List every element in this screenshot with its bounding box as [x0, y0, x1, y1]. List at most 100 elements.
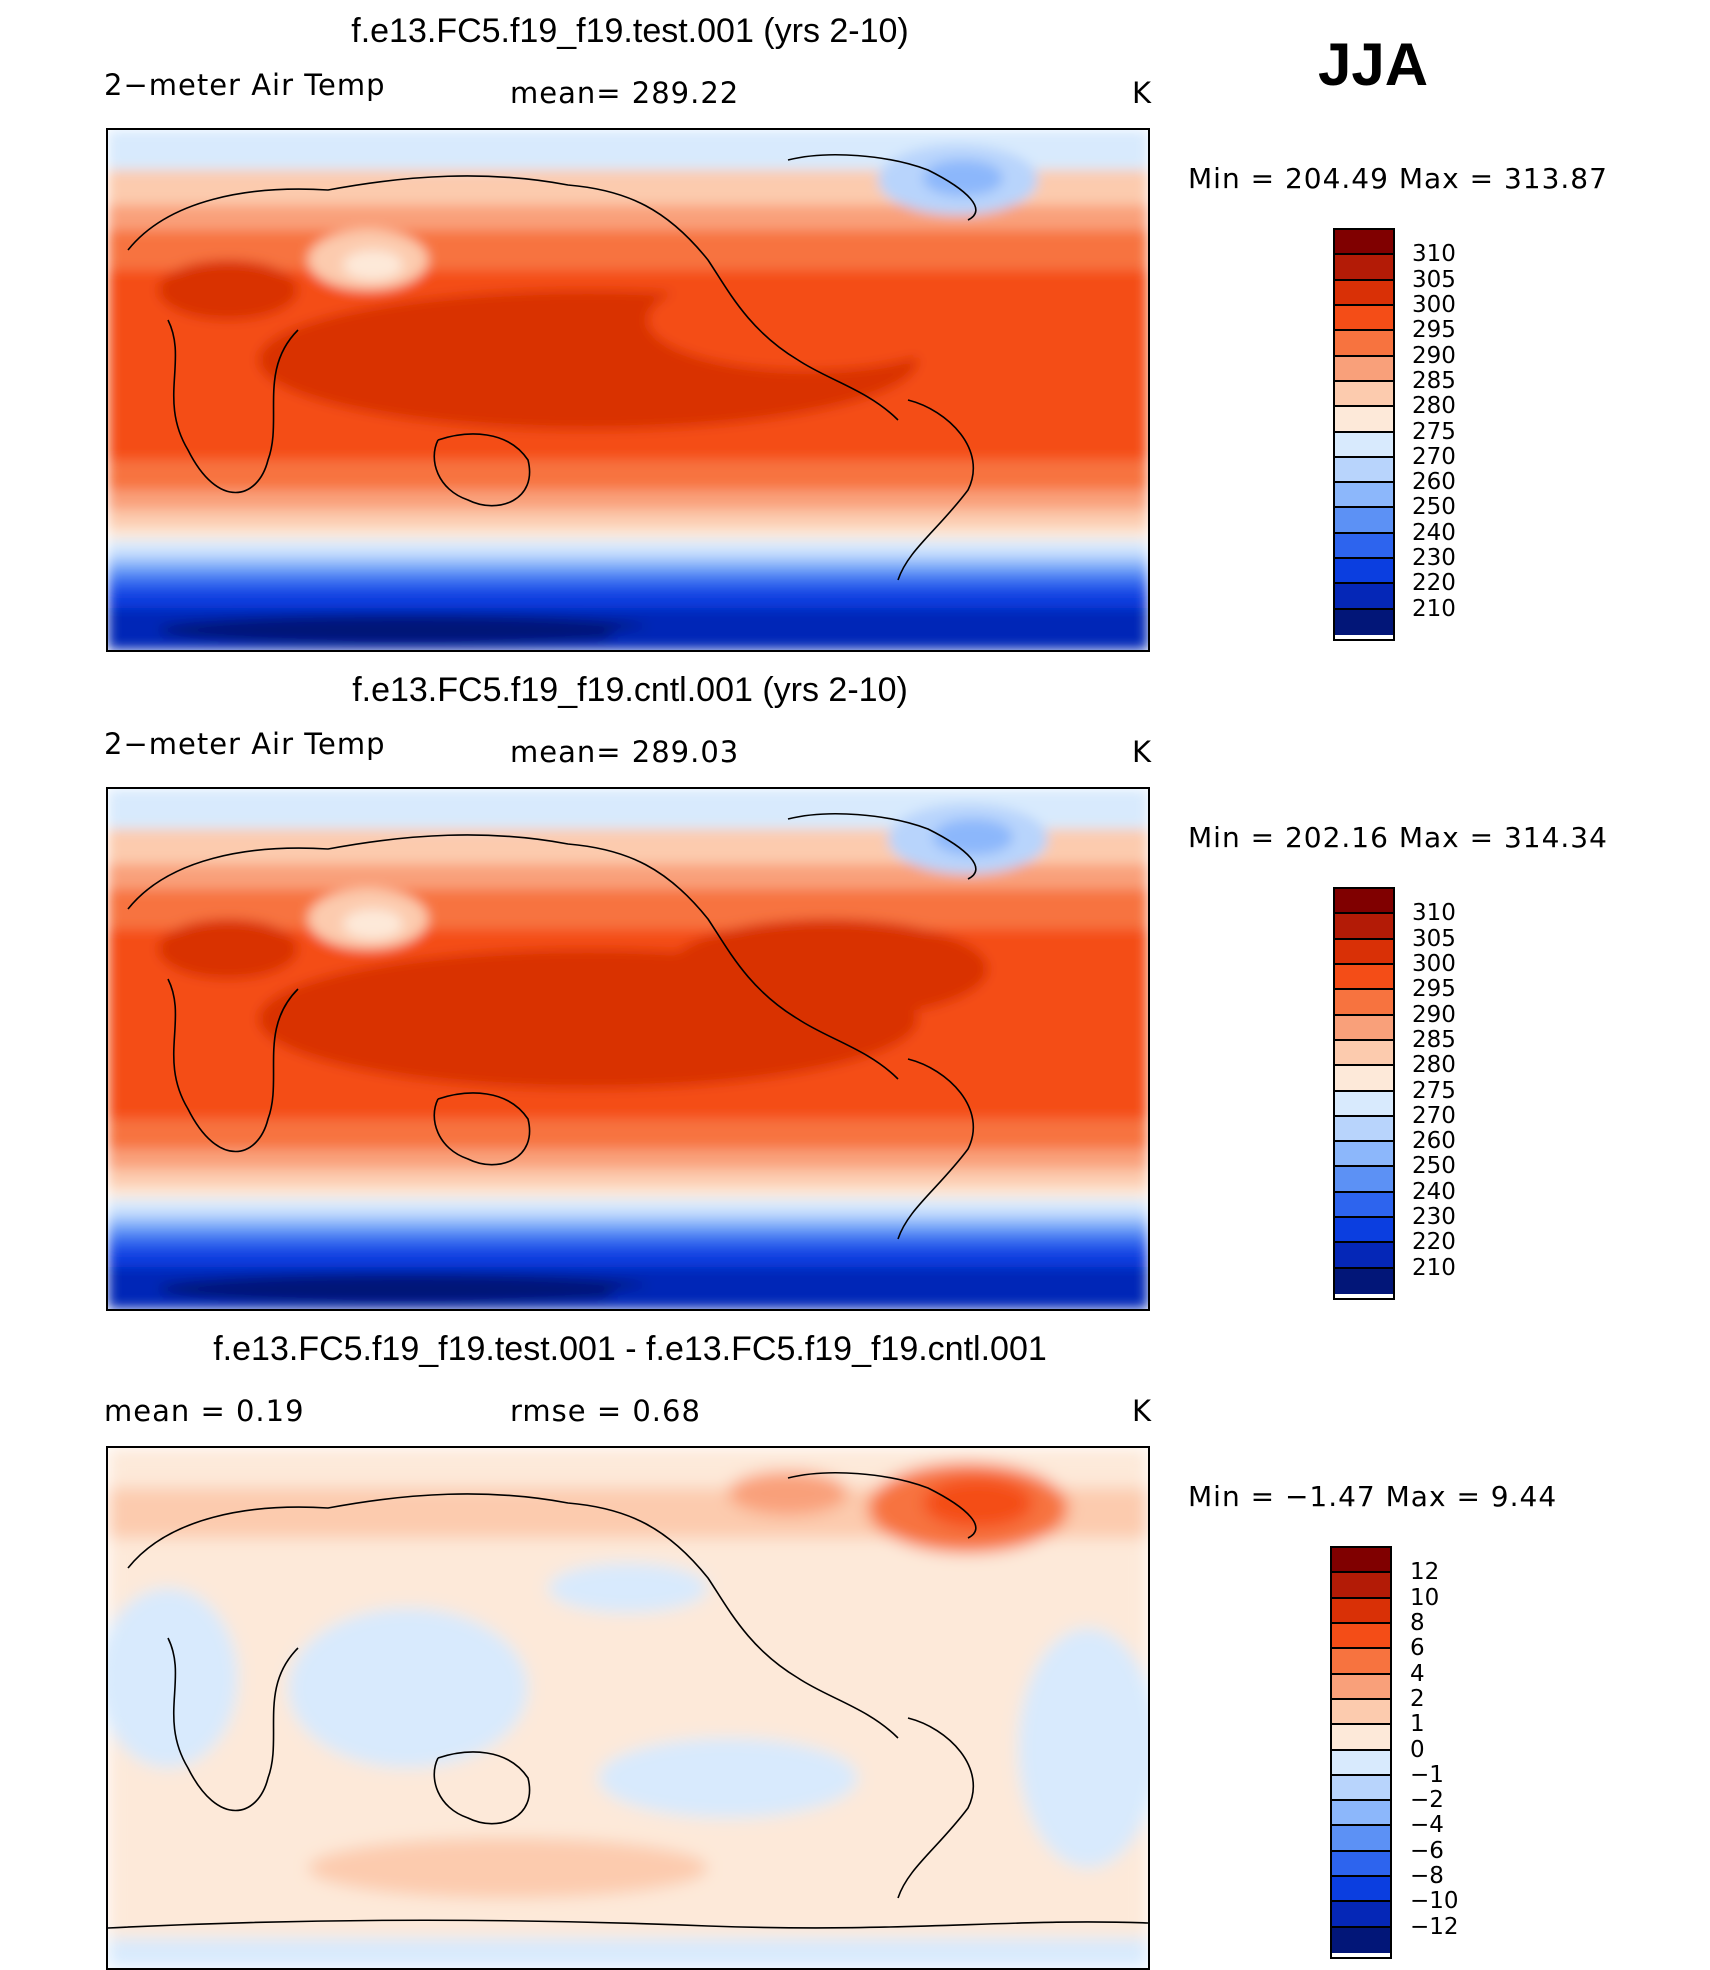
- panel-3-title: f.e13.FC5.f19_f19.test.001 - f.e13.FC5.f…: [213, 1330, 1047, 1368]
- colorbar-2-tick-label: 270: [1412, 1102, 1456, 1129]
- panel-1-colorbar: [1333, 228, 1395, 641]
- colorbar-1-segment: [1335, 559, 1393, 585]
- colorbar-2-segment: [1335, 1091, 1393, 1117]
- colorbar-1-tick-label: 305: [1412, 266, 1456, 293]
- colorbar-2-segment: [1335, 964, 1393, 991]
- panel-2-units: K: [1132, 735, 1153, 769]
- colorbar-2-tick-label: 285: [1412, 1026, 1456, 1053]
- colorbar-2-tick-label: 240: [1412, 1178, 1456, 1205]
- colorbar-3-segment: [1332, 1623, 1390, 1650]
- colorbar-2-segment: [1335, 1167, 1393, 1193]
- colorbar-3-segment: [1332, 1548, 1390, 1574]
- colorbar-2-segment: [1335, 1243, 1393, 1269]
- colorbar-1-tick-label: 250: [1412, 494, 1456, 521]
- colorbar-1-segment: [1335, 432, 1393, 458]
- colorbar-1-tick-label: 290: [1412, 342, 1456, 369]
- panel-3-map: [106, 1446, 1150, 1970]
- colorbar-2-segment: [1335, 1268, 1393, 1294]
- colorbar-3-segment: [1332, 1598, 1390, 1624]
- colorbar-3-segment: [1332, 1725, 1390, 1751]
- colorbar-1-tick-label: 240: [1412, 519, 1456, 546]
- colorbar-3-tick-label: 2: [1410, 1685, 1425, 1712]
- colorbar-1-segment: [1335, 609, 1393, 635]
- colorbar-1-segment: [1335, 280, 1393, 306]
- panel-3-minmax: Min = −1.47 Max = 9.44: [1188, 1480, 1558, 1513]
- panel-2-colorbar: [1333, 887, 1395, 1300]
- colorbar-2-tick-label: 295: [1412, 976, 1456, 1003]
- colorbar-1-segment: [1335, 457, 1393, 484]
- colorbar-1-segment: [1335, 356, 1393, 382]
- colorbar-2-tick-label: 310: [1412, 900, 1456, 927]
- panel-2-map-svg: [108, 789, 1148, 1309]
- colorbar-2-segment: [1335, 914, 1393, 940]
- colorbar-3-tick-label: −10: [1410, 1888, 1459, 1915]
- panel-2-minmax: Min = 202.16 Max = 314.34: [1188, 821, 1608, 854]
- colorbar-2-tick-label: 300: [1412, 950, 1456, 977]
- colorbar-1-segment: [1335, 230, 1393, 256]
- colorbar-1-segment: [1335, 381, 1393, 408]
- colorbar-1-tick-label: 210: [1412, 595, 1456, 622]
- colorbar-2-segment: [1335, 1015, 1393, 1041]
- colorbar-3-segment: [1332, 1877, 1390, 1903]
- colorbar-2-tick-label: 275: [1412, 1077, 1456, 1104]
- panel-2-title: f.e13.FC5.f19_f19.cntl.001 (yrs 2-10): [352, 671, 908, 709]
- colorbar-1-segment: [1335, 483, 1393, 509]
- colorbar-1-tick-label: 295: [1412, 317, 1456, 344]
- colorbar-1-segment: [1335, 533, 1393, 560]
- colorbar-3-tick-label: 6: [1410, 1635, 1425, 1662]
- colorbar-2-segment: [1335, 1116, 1393, 1143]
- colorbar-2-tick-label: 210: [1412, 1254, 1456, 1281]
- colorbar-1-tick-label: 285: [1412, 367, 1456, 394]
- panel-1-units: K: [1132, 76, 1153, 110]
- colorbar-3-segment: [1332, 1826, 1390, 1852]
- colorbar-3-tick-label: 10: [1410, 1584, 1440, 1611]
- colorbar-2-segment: [1335, 1218, 1393, 1244]
- colorbar-1-tick-label: 310: [1412, 241, 1456, 268]
- colorbar-1-segment: [1335, 255, 1393, 281]
- panel-3-units: K: [1132, 1394, 1153, 1428]
- panel-3-colorbar-labels: 12 10 8 6 4 2 1 0 −1 −2 −4 −6 −8 −10 −12: [1410, 1546, 1530, 1959]
- colorbar-2-segment: [1335, 1066, 1393, 1092]
- colorbar-1-segment: [1335, 331, 1393, 357]
- colorbar-3-tick-label: −12: [1410, 1913, 1459, 1940]
- colorbar-1-segment: [1335, 508, 1393, 534]
- colorbar-2-segment: [1335, 939, 1393, 965]
- panel-1-colorbar-labels: 310 305 300 295 290 285 280 275 270 260 250 240 230 2…: [1412, 228, 1532, 641]
- colorbar-3-segment: [1332, 1851, 1390, 1878]
- colorbar-3-segment: [1332, 1775, 1390, 1802]
- panel-3-rmse-label: rmse = 0.68: [510, 1394, 701, 1428]
- colorbar-3-tick-label: 8: [1410, 1609, 1425, 1636]
- panel-1-mean-label: mean= 289.22: [510, 76, 740, 110]
- colorbar-3-tick-label: 1: [1410, 1711, 1425, 1738]
- colorbar-2-segment: [1335, 889, 1393, 915]
- colorbar-3-tick-label: −6: [1410, 1837, 1444, 1864]
- colorbar-1-segment: [1335, 305, 1393, 332]
- colorbar-2-tick-label: 280: [1412, 1052, 1456, 1079]
- colorbar-1-tick-label: 230: [1412, 545, 1456, 572]
- colorbar-3-tick-label: −1: [1410, 1761, 1444, 1788]
- season-label: JJA: [1318, 31, 1429, 98]
- panel-1-variable-label: 2−meter Air Temp: [104, 68, 386, 102]
- colorbar-2-tick-label: 220: [1412, 1229, 1456, 1256]
- colorbar-3-tick-label: −2: [1410, 1787, 1444, 1814]
- panel-3-map-svg: [108, 1448, 1148, 1968]
- panel-3-colorbar: [1330, 1546, 1392, 1959]
- panel-3-mean-label: mean = 0.19: [104, 1394, 305, 1428]
- colorbar-2-segment: [1335, 1040, 1393, 1067]
- panel-1-minmax: Min = 204.49 Max = 313.87: [1188, 162, 1608, 195]
- colorbar-1-tick-label: 280: [1412, 393, 1456, 420]
- colorbar-3-segment: [1332, 1750, 1390, 1776]
- colorbar-1-tick-label: 220: [1412, 570, 1456, 597]
- colorbar-2-tick-label: 250: [1412, 1153, 1456, 1180]
- colorbar-1-segment: [1335, 584, 1393, 610]
- colorbar-3-tick-label: 0: [1410, 1736, 1425, 1763]
- colorbar-2-tick-label: 260: [1412, 1128, 1456, 1155]
- panel-2-variable-label: 2−meter Air Temp: [104, 727, 386, 761]
- panel-1-map: [106, 128, 1150, 652]
- colorbar-3-segment: [1332, 1927, 1390, 1953]
- colorbar-3-tick-label: 4: [1410, 1660, 1425, 1687]
- colorbar-3-tick-label: −4: [1410, 1812, 1444, 1839]
- colorbar-3-segment: [1332, 1699, 1390, 1726]
- colorbar-2-tick-label: 290: [1412, 1001, 1456, 1028]
- colorbar-3-segment: [1332, 1902, 1390, 1928]
